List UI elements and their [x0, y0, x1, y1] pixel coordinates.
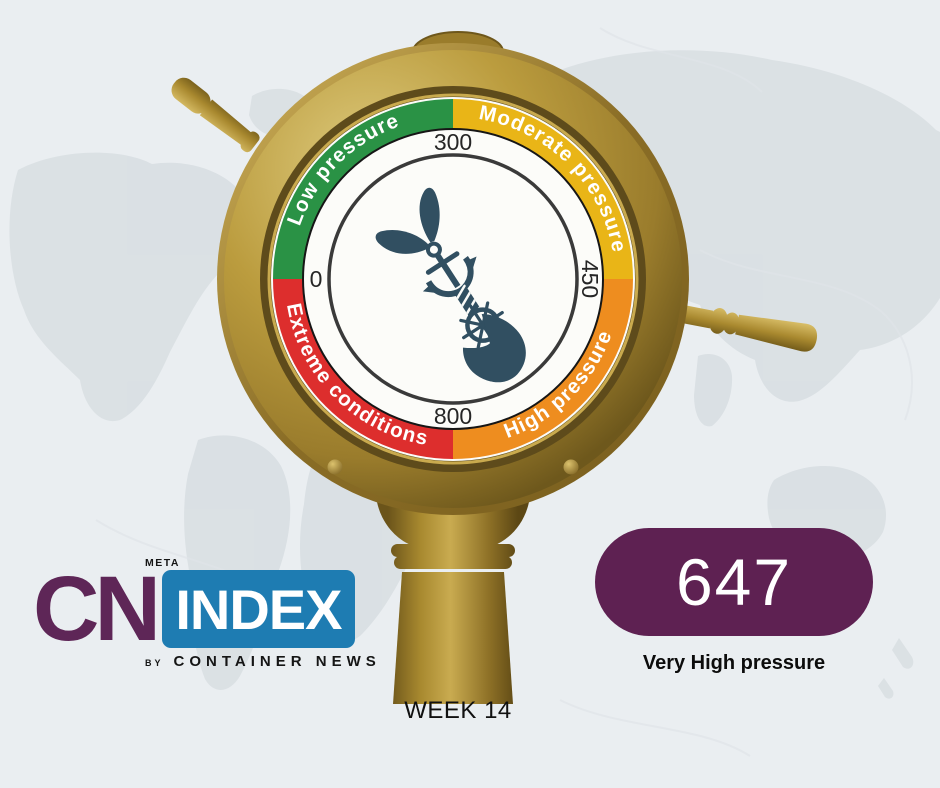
gauge-segments [273, 99, 633, 459]
index-value-badge: 647 [595, 528, 873, 636]
segment-low-pressure [273, 99, 453, 279]
tick-0: 0 [310, 266, 323, 292]
map-contour-line [599, 27, 763, 93]
handle-left [171, 77, 260, 153]
scale-ring-outline [302, 128, 604, 430]
tick-450: 450 [577, 260, 603, 298]
segment-high-pressure [453, 279, 633, 459]
stand-pedestal [376, 491, 530, 704]
logo-meta-label: META [145, 557, 180, 569]
map-eurasia [547, 50, 940, 402]
logo-cn-monogram: CN [33, 558, 161, 660]
map-india [694, 354, 733, 427]
tick-800: 800 [434, 403, 472, 429]
needle-anchor-arrow [375, 187, 526, 383]
arrowhead-icon [462, 314, 526, 383]
logo-byline: BY CONTAINER NEWS [145, 653, 381, 670]
logo-byline-prefix: BY [145, 658, 164, 668]
leaves-icon [375, 187, 440, 254]
pressure-status-label: Very High pressure [642, 652, 826, 674]
index-value: 647 [675, 545, 793, 619]
rivet [563, 459, 579, 475]
handle-right [682, 305, 818, 352]
map-north-america [9, 152, 250, 422]
rivet [327, 459, 343, 475]
logo-byline-name: CONTAINER NEWS [173, 653, 381, 670]
tick-300: 300 [434, 129, 472, 155]
segment-moderate-pressure [453, 99, 633, 279]
cn-index-logo: META CN INDEX BY CONTAINER NEWS [33, 555, 376, 685]
logo-index-box: INDEX [161, 570, 355, 648]
map-new-zealand [878, 638, 914, 699]
map-contour-line [699, 249, 913, 421]
map-contour-line [559, 699, 751, 757]
segment-extreme-conditions [273, 279, 453, 459]
logo-index-label: INDEX [175, 577, 342, 641]
week-label: WEEK 14 [404, 697, 512, 724]
